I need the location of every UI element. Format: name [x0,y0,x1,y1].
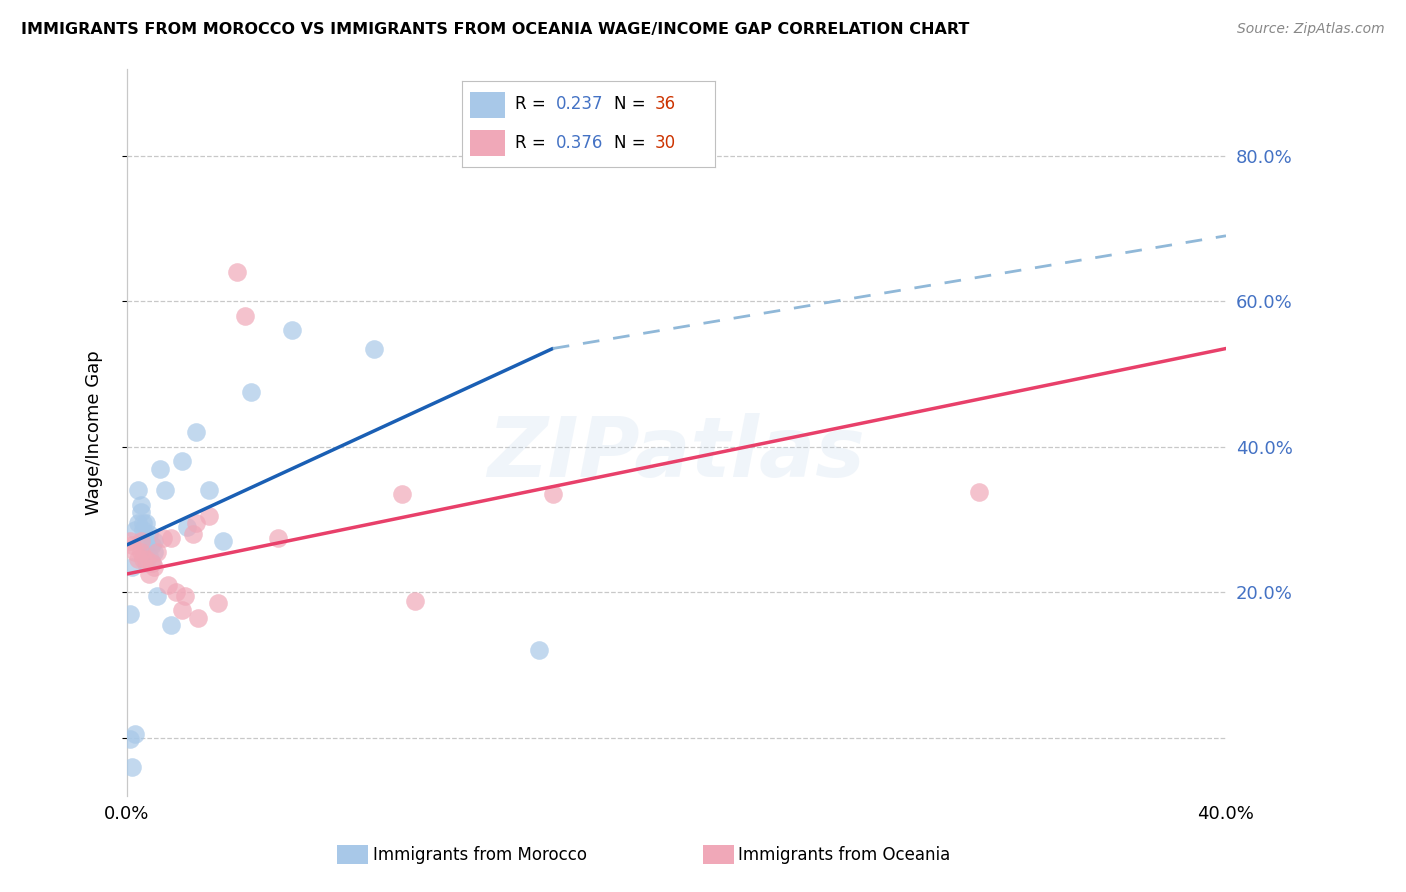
Point [135,516,157,530]
Point [187,610,209,624]
Point [143,545,166,559]
Point [157,578,180,592]
Point [391,487,413,501]
Point [141,556,163,570]
Point [404,594,426,608]
Point [176,519,198,533]
Text: IMMIGRANTS FROM MOROCCO VS IMMIGRANTS FROM OCEANIA WAGE/INCOME GAP CORRELATION C: IMMIGRANTS FROM MOROCCO VS IMMIGRANTS FR… [21,22,970,37]
Point [207,596,229,610]
Point [160,618,183,632]
Point [146,589,169,603]
Point [127,552,149,566]
Point [267,531,290,545]
Point [541,487,564,501]
Point [569,149,592,163]
Point [129,498,152,512]
Point [239,385,262,400]
Point [155,483,177,498]
Point [124,524,146,538]
Point [212,534,235,549]
Point [129,545,152,559]
Point [118,607,141,621]
Point [135,556,157,570]
Point [233,309,256,323]
Point [363,342,385,356]
Point [170,454,193,468]
Point [127,516,149,530]
Point [160,531,183,545]
Point [135,552,157,566]
Point [121,538,143,552]
Point [129,505,152,519]
Point [143,559,166,574]
Point [198,483,221,498]
Point [149,461,172,475]
Point [143,534,166,549]
Point [138,549,160,563]
Point [141,538,163,552]
Point [173,589,195,603]
Point [198,508,221,523]
Point [127,483,149,498]
Point [165,585,187,599]
Point [132,534,155,549]
Point [132,552,155,566]
Point [138,566,160,581]
Point [152,531,174,545]
Point [967,484,990,499]
Point [121,759,143,773]
Point [184,516,207,530]
Point [132,524,155,538]
Point [118,534,141,549]
Point [281,323,304,337]
Text: Source: ZipAtlas.com: Source: ZipAtlas.com [1237,22,1385,37]
Point [124,545,146,559]
Point [141,556,163,570]
Point [118,732,141,747]
Point [129,534,152,549]
Point [124,727,146,741]
Point [132,516,155,530]
Point [135,534,157,549]
Point [225,265,247,279]
Point [121,559,143,574]
Point [181,527,204,541]
Text: ZIPatlas: ZIPatlas [488,414,865,494]
Point [170,603,193,617]
Point [527,643,550,657]
Text: Immigrants from Oceania: Immigrants from Oceania [738,846,950,863]
Point [184,425,207,439]
Point [146,545,169,559]
Y-axis label: Wage/Income Gap: Wage/Income Gap [86,350,103,515]
Point [138,527,160,541]
Text: Immigrants from Morocco: Immigrants from Morocco [373,846,586,863]
